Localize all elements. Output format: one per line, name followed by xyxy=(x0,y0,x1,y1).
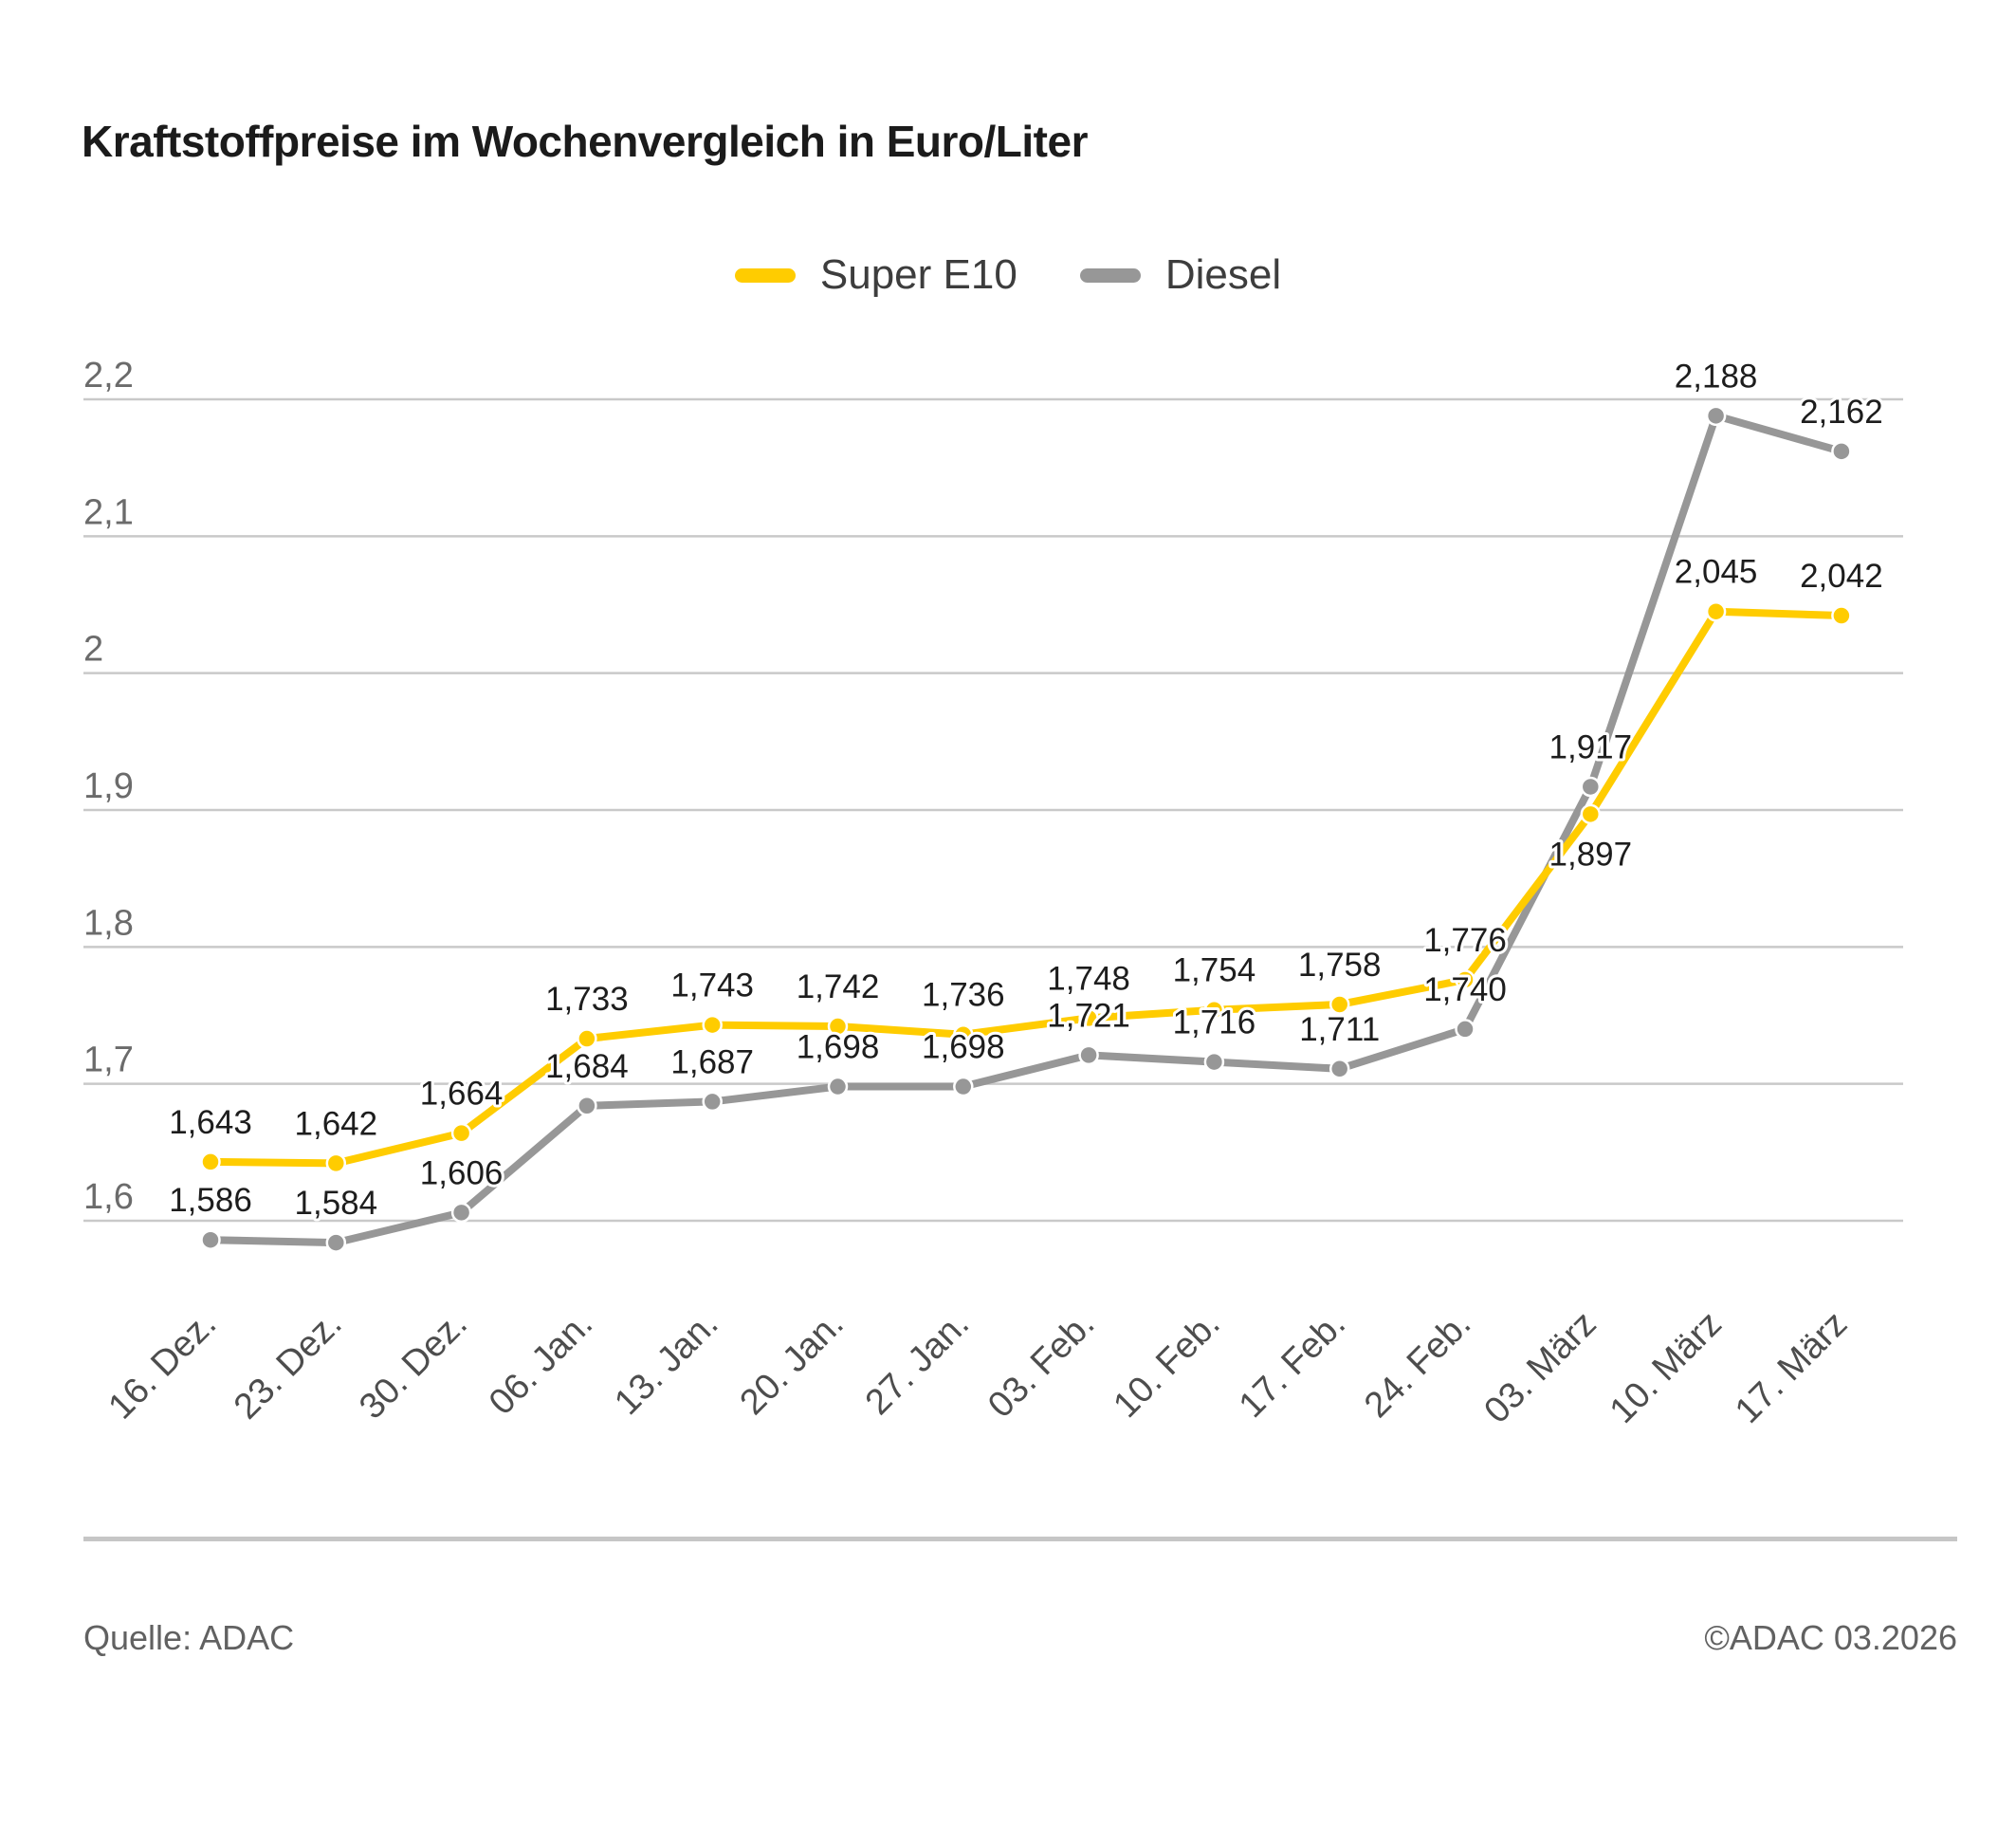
point-super-e10-20-jan xyxy=(827,1016,849,1037)
point-super-e10-13-jan xyxy=(702,1014,723,1036)
point-diesel-03-feb xyxy=(1078,1044,1099,1066)
point-diesel-30-dez xyxy=(450,1202,472,1224)
point-super-e10-27-jan xyxy=(953,1023,974,1045)
x-label-27-jan: 27. Jan. xyxy=(858,1304,977,1423)
legend-swatch-diesel-icon xyxy=(1079,267,1141,283)
x-label-17-feb: 17. Feb. xyxy=(1232,1304,1353,1426)
legend-label-super-e10: Super E10 xyxy=(819,251,1017,298)
point-diesel-27-jan xyxy=(953,1076,974,1097)
value-label-super-e10-10-feb: 1,754 xyxy=(1173,952,1256,989)
value-label-diesel-10-feb: 1,716 xyxy=(1173,1004,1256,1041)
y-tick-2-2: 2,2 xyxy=(83,356,134,396)
value-label-diesel-13-jan: 1,687 xyxy=(670,1043,754,1080)
x-label-30-dez: 30. Dez. xyxy=(352,1304,475,1428)
point-diesel-06-jan xyxy=(577,1096,597,1116)
value-label-diesel-23-dez: 1,584 xyxy=(295,1185,378,1222)
y-tick-1-9: 1,9 xyxy=(83,766,134,806)
point-super-e10-23-dez xyxy=(325,1152,347,1174)
point-diesel-16-dez xyxy=(200,1229,221,1250)
point-diesel-10-feb xyxy=(1203,1051,1225,1073)
x-label-16-dez: 16. Dez. xyxy=(101,1304,225,1428)
point-diesel-10-m-rz xyxy=(1705,405,1727,427)
value-label-super-e10-16-dez: 1,643 xyxy=(169,1104,252,1141)
value-label-diesel-20-jan: 1,698 xyxy=(797,1029,880,1066)
point-diesel-03-m-rz xyxy=(1580,776,1602,798)
point-super-e10-24-feb xyxy=(1455,969,1475,990)
footer-source: Quelle: ADAC xyxy=(83,1618,295,1657)
value-label-super-e10-17-m-rz: 2,042 xyxy=(1800,558,1883,595)
x-label-03-m-rz: 03. März xyxy=(1476,1304,1604,1431)
footer-divider xyxy=(83,1537,1957,1541)
value-label-diesel-10-m-rz: 2,188 xyxy=(1675,358,1758,395)
x-label-17-m-rz: 17. März xyxy=(1728,1304,1855,1431)
point-diesel-17-m-rz xyxy=(1831,441,1852,462)
value-label-diesel-03-m-rz: 1,917 xyxy=(1549,728,1633,765)
y-tick-2: 2 xyxy=(83,630,103,670)
point-super-e10-10-m-rz xyxy=(1705,600,1727,622)
x-label-13-jan: 13. Jan. xyxy=(607,1304,725,1423)
value-label-diesel-16-dez: 1,586 xyxy=(169,1182,252,1219)
line-diesel xyxy=(207,412,1845,1247)
value-label-super-e10-17-feb: 1,758 xyxy=(1298,947,1382,984)
point-super-e10-03-feb xyxy=(1078,1007,1099,1029)
legend-item-diesel: Diesel xyxy=(1079,251,1282,299)
value-label-diesel-17-m-rz: 2,162 xyxy=(1800,394,1883,431)
point-diesel-13-jan xyxy=(702,1091,723,1113)
value-label-super-e10-06-jan: 1,733 xyxy=(545,981,629,1018)
point-super-e10-06-jan xyxy=(577,1028,597,1049)
value-label-super-e10-03-feb: 1,748 xyxy=(1047,960,1130,997)
value-label-super-e10-03-m-rz: 1,897 xyxy=(1549,836,1633,873)
value-label-diesel-27-jan: 1,698 xyxy=(922,1029,1005,1066)
value-label-super-e10-30-dez: 1,664 xyxy=(420,1076,504,1113)
x-label-24-feb: 24. Feb. xyxy=(1357,1304,1478,1426)
x-label-10-feb: 10. Feb. xyxy=(1106,1304,1227,1426)
value-label-diesel-17-feb: 1,711 xyxy=(1299,1011,1380,1048)
x-label-20-jan: 20. Jan. xyxy=(733,1304,852,1423)
point-diesel-20-jan xyxy=(827,1076,849,1097)
value-label-super-e10-27-jan: 1,736 xyxy=(922,977,1005,1014)
value-label-diesel-24-feb: 1,740 xyxy=(1423,971,1507,1008)
x-label-23-dez: 23. Dez. xyxy=(227,1304,350,1428)
point-diesel-24-feb xyxy=(1455,1019,1475,1040)
legend-label-diesel: Diesel xyxy=(1164,251,1282,298)
value-label-diesel-06-jan: 1,684 xyxy=(545,1048,629,1085)
value-label-super-e10-13-jan: 1,743 xyxy=(670,967,754,1004)
value-label-super-e10-20-jan: 1,742 xyxy=(797,968,880,1005)
point-diesel-23-dez xyxy=(325,1232,347,1253)
point-super-e10-17-feb xyxy=(1329,994,1350,1015)
legend-item-super-e10: Super E10 xyxy=(734,251,1017,299)
x-label-06-jan: 06. Jan. xyxy=(482,1304,600,1423)
line-super-e10 xyxy=(207,607,1845,1168)
x-label-10-m-rz: 10. März xyxy=(1603,1304,1730,1431)
footer-copyright: ©ADAC 03.2026 xyxy=(1704,1618,1957,1657)
value-label-diesel-03-feb: 1,721 xyxy=(1047,997,1130,1034)
x-label-03-feb: 03. Feb. xyxy=(981,1304,1102,1426)
chart-legend: Super E10 Diesel xyxy=(0,245,2016,305)
chart-title: Kraftstoffpreise im Wochenvergleich in E… xyxy=(82,117,1088,166)
point-super-e10-17-m-rz xyxy=(1831,605,1852,626)
y-tick-1-7: 1,7 xyxy=(83,1041,134,1080)
value-label-super-e10-23-dez: 1,642 xyxy=(295,1105,378,1142)
value-label-diesel-30-dez: 1,606 xyxy=(420,1154,504,1191)
point-super-e10-16-dez xyxy=(200,1152,221,1172)
legend-swatch-super-e10-icon xyxy=(734,267,796,283)
y-tick-1-8: 1,8 xyxy=(83,903,134,943)
point-diesel-17-feb xyxy=(1329,1059,1350,1079)
y-tick-2-1: 2,1 xyxy=(83,492,134,532)
point-super-e10-10-feb xyxy=(1203,999,1225,1021)
value-label-super-e10-24-feb: 1,776 xyxy=(1423,922,1507,959)
value-label-super-e10-10-m-rz: 2,045 xyxy=(1675,554,1758,591)
point-super-e10-03-m-rz xyxy=(1580,803,1602,825)
y-tick-1-6: 1,6 xyxy=(83,1177,134,1217)
point-super-e10-30-dez xyxy=(450,1122,472,1144)
